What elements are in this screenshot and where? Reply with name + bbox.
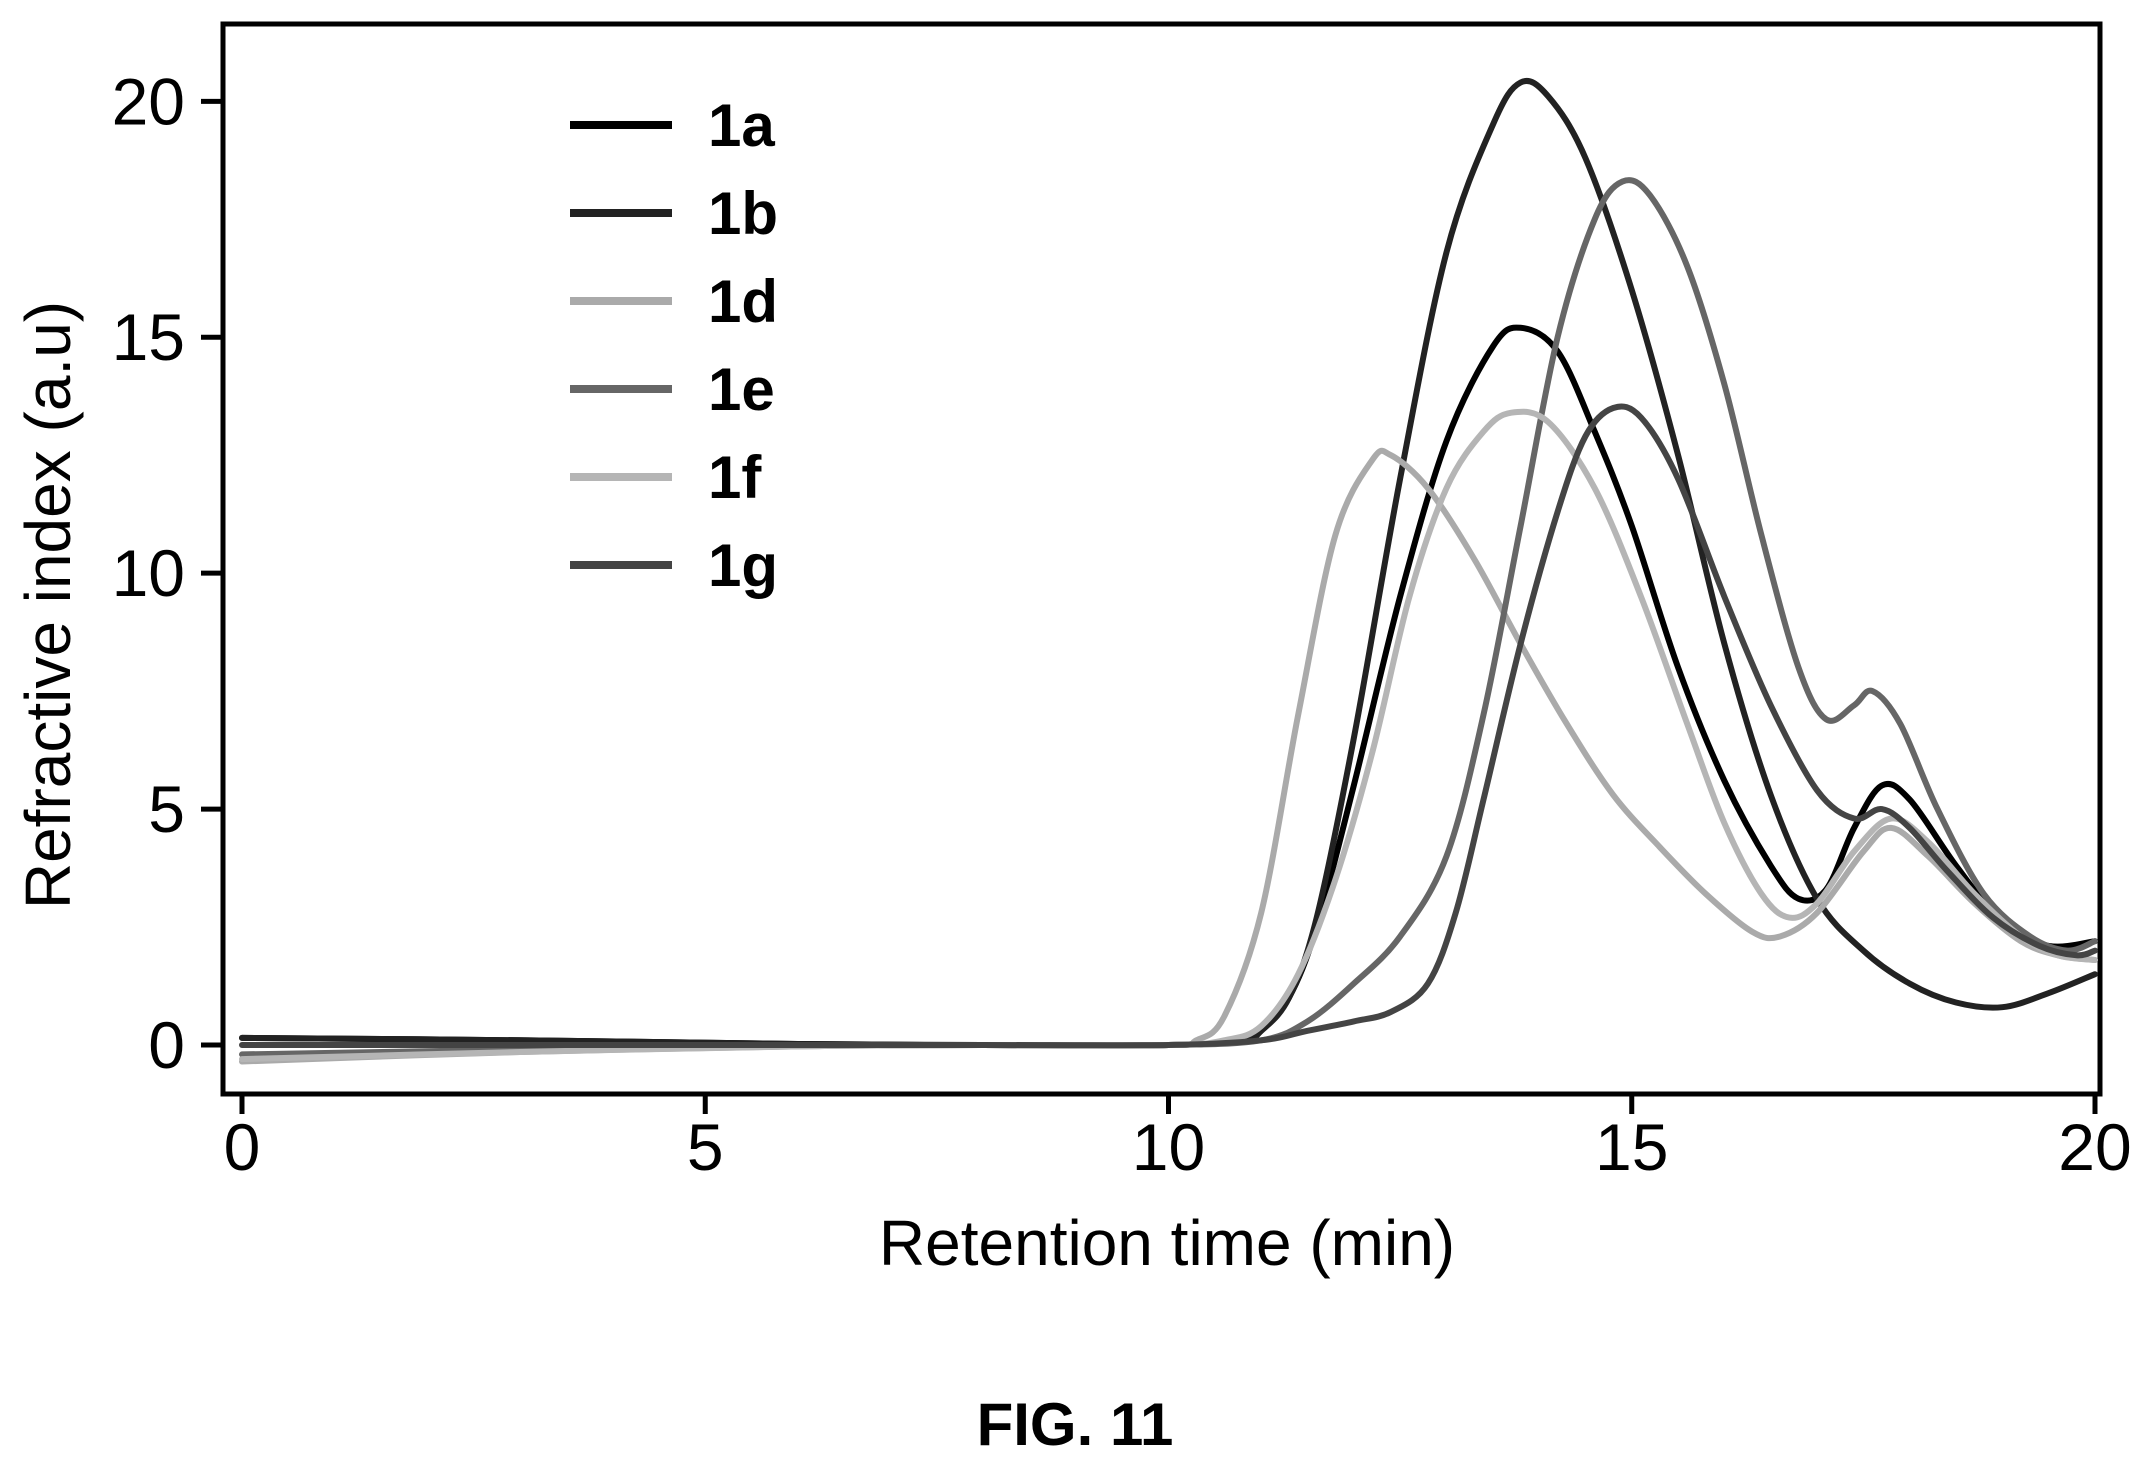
- series-line-1g: [239, 403, 2098, 1049]
- series-line-1d: [239, 447, 2098, 1065]
- y-tick-label: 5: [148, 772, 185, 846]
- x-tick-label: 5: [687, 1110, 724, 1184]
- legend-label-1e: 1e: [708, 356, 775, 423]
- legend-label-1d: 1d: [708, 268, 778, 335]
- x-tick-label: 10: [1132, 1110, 1205, 1184]
- x-tick-label: 0: [224, 1110, 261, 1184]
- y-axis-title: Refractive index (a.u): [12, 301, 84, 909]
- y-axis: 0 5 10 15 20: [112, 64, 223, 1082]
- legend-label-1g: 1g: [708, 532, 778, 599]
- series-line-1a: [239, 324, 2098, 1049]
- x-tick-label: 20: [2058, 1110, 2131, 1184]
- series-line-1f: [239, 408, 2098, 1063]
- series-layer: [239, 77, 2098, 1065]
- y-tick-label: 10: [112, 536, 185, 610]
- y-tick-label: 15: [112, 300, 185, 374]
- figure-caption: FIG. 11: [976, 1391, 1174, 1458]
- series-line-1e: [239, 177, 2098, 1058]
- y-tick-label: 20: [112, 64, 185, 138]
- x-axis: 0 5 10 15 20: [224, 1094, 2132, 1184]
- plot-frame: [220, 21, 2103, 1097]
- legend: 1a 1b 1d 1e 1f 1g: [570, 92, 778, 599]
- x-tick-label: 15: [1595, 1110, 1668, 1184]
- legend-label-1a: 1a: [708, 92, 775, 159]
- legend-label-1f: 1f: [708, 444, 762, 511]
- y-tick-label: 0: [148, 1008, 185, 1082]
- x-axis-title: Retention time (min): [879, 1207, 1455, 1279]
- legend-label-1b: 1b: [708, 180, 778, 247]
